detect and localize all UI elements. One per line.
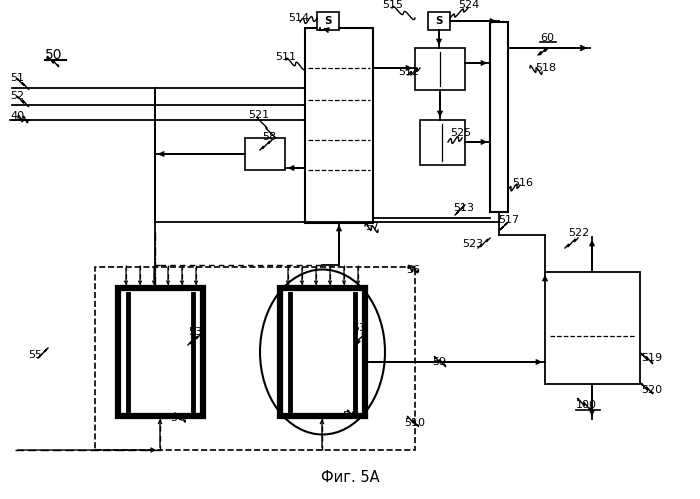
Text: 53': 53' [352,323,369,333]
Text: 59: 59 [432,357,446,367]
Text: 100: 100 [576,400,597,410]
Text: 40: 40 [10,111,24,121]
Text: 510: 510 [404,418,425,428]
Text: 55: 55 [28,350,42,360]
Text: 518: 518 [535,63,556,73]
Text: 57: 57 [365,222,379,232]
Text: 525: 525 [450,128,471,138]
Text: 520: 520 [641,385,662,395]
Bar [95,267,415,450]
Bar [415,48,465,90]
Text: 54: 54 [170,413,184,423]
Text: Фиг. 5А: Фиг. 5А [321,471,379,486]
Text: 513: 513 [453,203,474,213]
Text: 50: 50 [45,48,62,62]
Bar [420,120,465,165]
Text: 524: 524 [458,0,480,10]
Text: 52: 52 [10,91,24,101]
Text: 53: 53 [188,327,202,337]
Bar [428,12,450,30]
Bar [118,288,203,416]
Text: 519: 519 [641,353,662,363]
Bar [305,28,373,223]
Text: S: S [435,16,442,26]
Text: 511: 511 [275,52,296,62]
Text: 521: 521 [248,110,269,120]
Text: 515: 515 [382,0,403,10]
Text: 517: 517 [498,215,519,225]
Text: 60: 60 [540,33,554,43]
Bar [280,288,365,416]
Text: 56: 56 [406,265,420,275]
Bar [245,138,285,170]
Text: 51: 51 [10,73,24,83]
Bar [545,272,640,384]
Text: 523: 523 [462,239,483,249]
Text: 54': 54' [342,411,359,421]
Text: 512: 512 [398,67,419,77]
Text: 516: 516 [512,178,533,188]
Text: 522: 522 [568,228,589,238]
Text: S: S [324,16,332,26]
Bar [317,12,339,30]
Bar [490,22,508,212]
Text: 58: 58 [262,132,276,142]
Text: 514: 514 [288,13,309,23]
